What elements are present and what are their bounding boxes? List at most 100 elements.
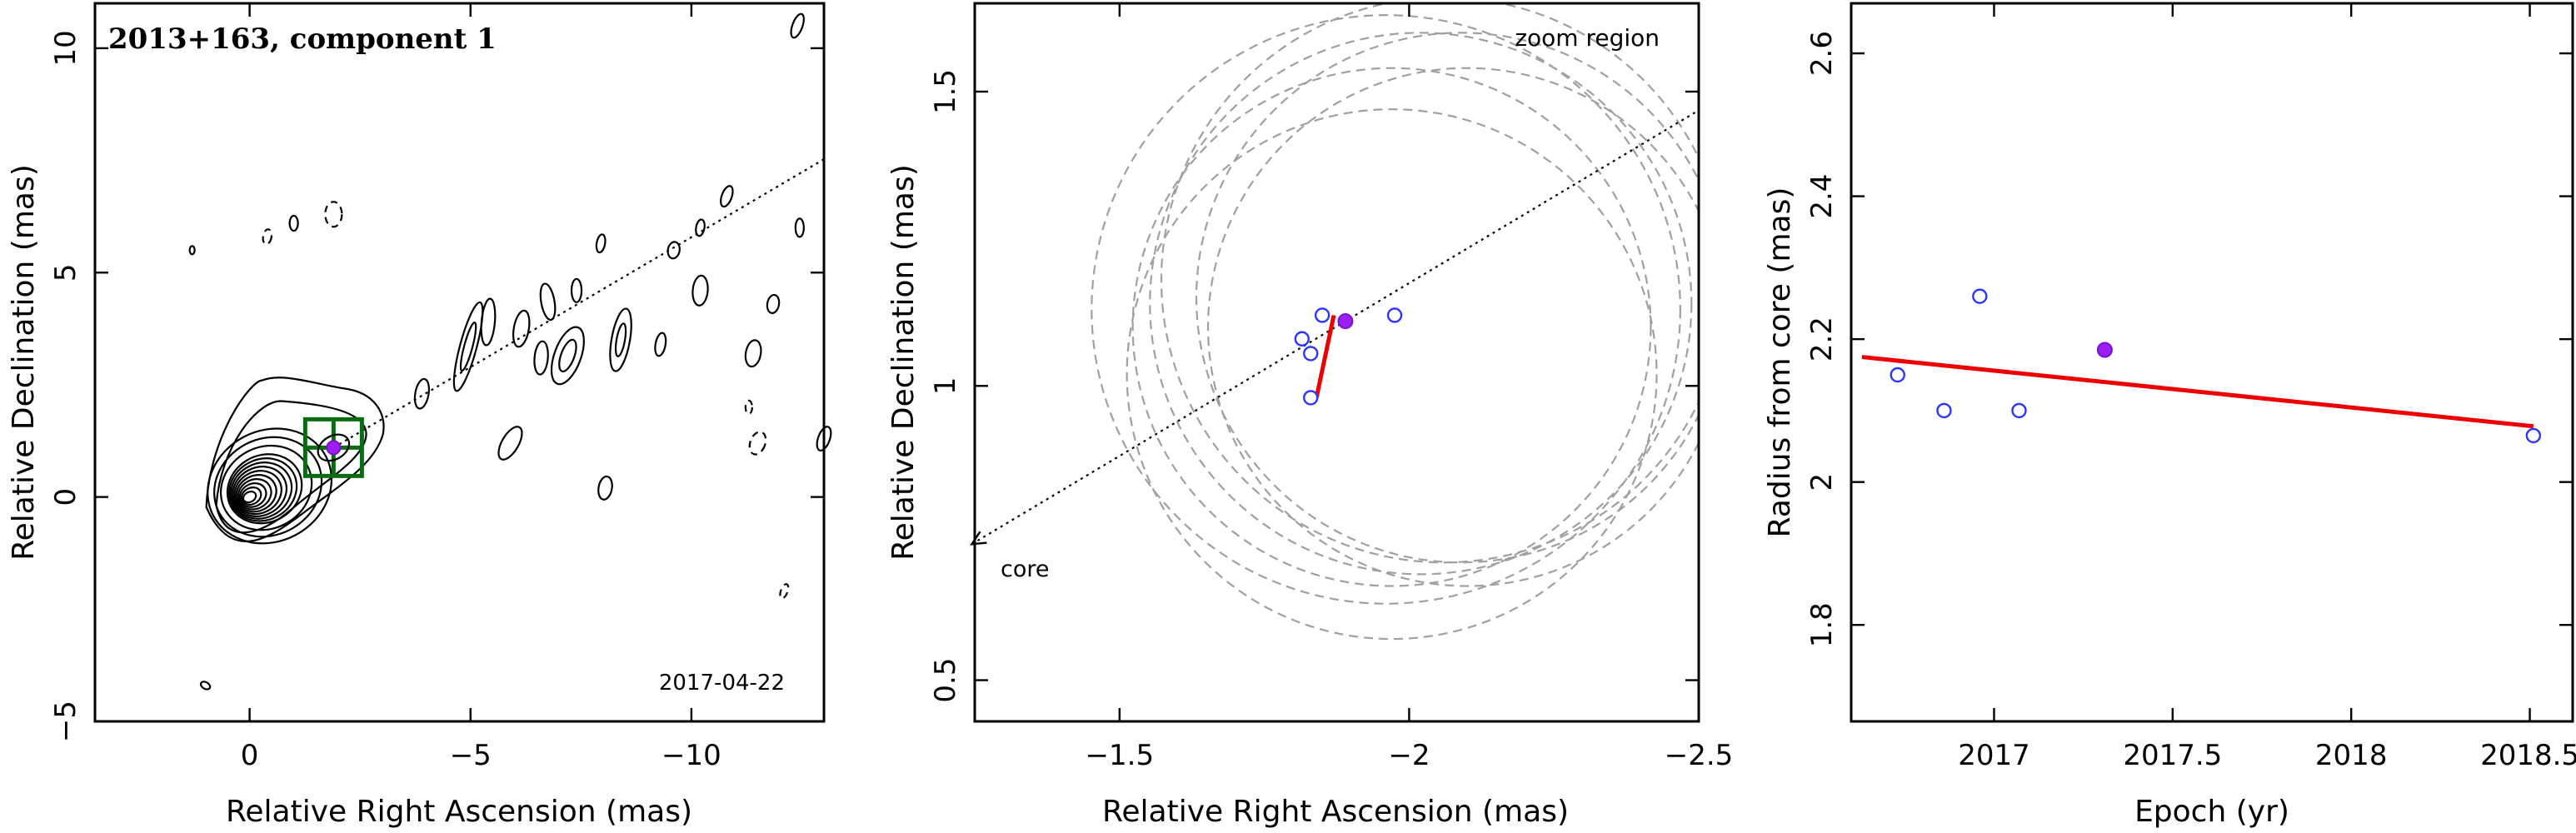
jet-direction-line (971, 109, 1700, 546)
x-tick-label: 0 (241, 739, 259, 772)
radius-point (1936, 402, 1952, 419)
component-marker (302, 416, 364, 478)
fit-segment (1314, 314, 1336, 398)
y-tick-label: 2.4 (1805, 174, 1839, 219)
x-tick-label: −2.5 (1665, 739, 1734, 772)
x-axis-label: Epoch (yr) (2134, 795, 2289, 829)
core-contour (240, 486, 262, 506)
x-axis-label: Relative Right Ascension (mas) (1102, 795, 1569, 829)
jet-knot-contour (766, 293, 781, 314)
y-axis-label: Relative Declination (mas) (7, 164, 41, 561)
y-tick-label: 0.5 (929, 658, 962, 703)
radius-point (2525, 427, 2542, 444)
fit-line (1861, 355, 2534, 429)
jet-knot-contour (691, 274, 709, 307)
plot-frame (973, 2, 1700, 723)
core-contour (232, 466, 287, 517)
epoch-point (1303, 390, 1319, 406)
panel-radius-vs-epoch: 2017 2017.5 2018 2018.5 1.8 2 2.2 2.4 2.6 Epoch… (1763, 2, 2576, 829)
radius-point (2011, 402, 2027, 419)
y-tick-label: 0 (49, 488, 82, 506)
beam-circle (1131, 67, 1652, 587)
y-tick-label: 1.5 (929, 69, 962, 114)
negative-contour (744, 399, 753, 415)
plot-frame (1850, 2, 2574, 723)
y-tick-label: 2.6 (1805, 31, 1839, 76)
core-contour (227, 457, 298, 522)
epoch-date-label: 2017-04-22 (659, 671, 785, 696)
beam-circle (1149, 32, 1693, 576)
negative-contour (779, 583, 790, 600)
jet-knot-contour (288, 214, 299, 232)
y-tick-label: 5 (49, 263, 82, 282)
core-contour (233, 470, 282, 516)
core-contour (238, 482, 267, 508)
jet-knot-contour (597, 475, 613, 501)
negative-contour (262, 228, 273, 246)
contour-map (188, 12, 832, 691)
jet-knot-contour (816, 426, 832, 451)
y-tick-label: 2.2 (1805, 317, 1839, 362)
jet-knot-contour (595, 233, 607, 254)
component-contour (317, 433, 351, 462)
jet-knot-contour (452, 301, 484, 392)
x-tick-label: −10 (661, 739, 721, 772)
y-ticks: 0.5 1 1.5 (929, 69, 1699, 703)
core-contour (219, 444, 313, 531)
x-tick-label: 2017.5 (2123, 739, 2222, 772)
y-axis-label: Relative Declination (mas) (886, 164, 921, 561)
jet-knot-contour (533, 340, 549, 376)
y-tick-label: 2 (1805, 473, 1839, 491)
epoch-point-highlight (1337, 313, 1354, 330)
epoch-point (1386, 307, 1403, 323)
core-contour-outer (205, 377, 385, 542)
core-contour (237, 478, 272, 511)
panel-contour-map: 0 −5 −10 −5 0 5 10 2013+163, component 1 2017… (7, 2, 832, 829)
beam-circle (1207, 67, 1699, 587)
core-contour (230, 461, 293, 520)
epoch-points (1294, 307, 1403, 406)
jet-knot-contour (614, 322, 627, 357)
jet-knot-contour (654, 332, 667, 357)
y-ticks: −5 0 5 10 (49, 30, 824, 742)
x-tick-label: −1.5 (1086, 739, 1155, 772)
component-position-point (326, 440, 342, 456)
jet-knot-contour (550, 326, 585, 386)
radius-point (1972, 288, 1988, 304)
jet-direction-line (332, 158, 825, 449)
x-tick-label: −5 (450, 739, 492, 772)
core-contour-outer (215, 400, 367, 534)
x-tick-label: 2018.5 (2480, 739, 2576, 772)
epoch-point (1303, 346, 1319, 362)
x-ticks: −1.5 −2 −2.5 (1086, 3, 1734, 772)
jet-knot-contour (558, 338, 577, 373)
core-arrowhead (970, 531, 987, 546)
beam-circle (1091, 14, 1681, 605)
jet-knot-contour (695, 218, 706, 237)
core-contour (235, 474, 277, 513)
y-tick-label: 1.8 (1805, 602, 1839, 647)
jet-knot-contour (720, 185, 734, 208)
x-ticks: 2017 2017.5 2018 2018.5 (1958, 3, 2576, 772)
plot-frame (93, 2, 826, 723)
epoch-points (1890, 288, 2542, 444)
map-title: 2013+163, component 1 (108, 22, 497, 56)
y-tick-label: −5 (49, 701, 82, 742)
jet-knot-contour (512, 309, 531, 348)
core-label: core (1001, 556, 1049, 582)
y-axis-label: Radius from core (mas) (1763, 187, 1797, 538)
x-axis-label: Relative Right Ascension (mas) (226, 795, 692, 829)
core-contour (242, 491, 257, 504)
jet-knot-contour (497, 426, 523, 461)
epoch-point (1314, 307, 1330, 323)
y-tick-label: 1 (929, 377, 962, 395)
beam-circle (1196, 32, 1699, 564)
negative-contour (324, 201, 343, 228)
jet-knot-contour (744, 339, 762, 368)
jet-knot-contour (188, 245, 196, 256)
jet-knot-contour (666, 241, 681, 260)
x-ticks: 0 −5 −10 (241, 3, 721, 772)
core-contour (207, 427, 333, 545)
x-tick-label: 2018 (2315, 739, 2388, 772)
